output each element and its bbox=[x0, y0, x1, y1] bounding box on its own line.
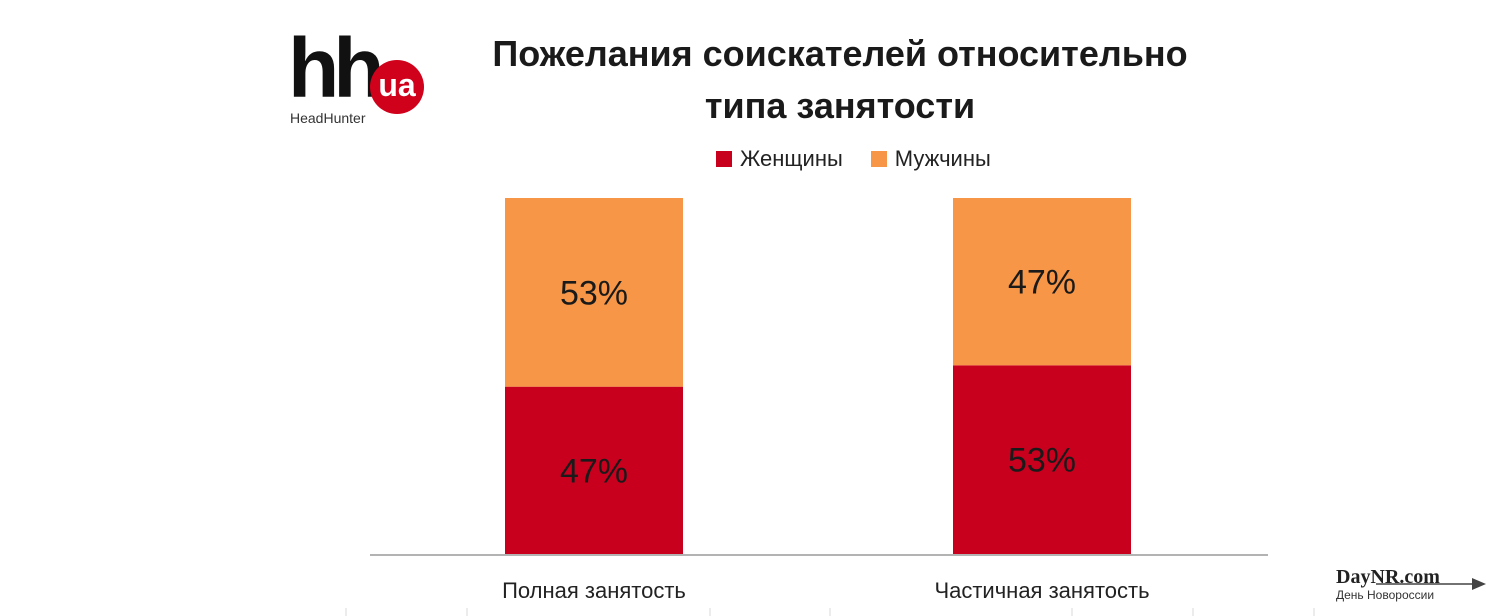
logo-subtitle: HeadHunter bbox=[290, 110, 366, 126]
data-label-men-1: 47% bbox=[1008, 264, 1076, 302]
logo-hh-text: hh bbox=[288, 21, 385, 115]
legend-item-men: Мужчины bbox=[870, 146, 991, 172]
data-label-women-0: 47% bbox=[560, 452, 628, 490]
bar-men-1 bbox=[953, 198, 1131, 366]
legend-swatch-women bbox=[716, 151, 732, 167]
data-label-women-1: 53% bbox=[1008, 442, 1076, 480]
chart-title-line-1: Пожелания соискателей относительно bbox=[492, 33, 1188, 74]
category-label-1: Частичная занятость bbox=[934, 578, 1149, 603]
legend-label-women: Женщины bbox=[740, 146, 843, 171]
watermark-sub: День Новороссии bbox=[1336, 588, 1435, 602]
headhunter-logo: hh ua HeadHunter bbox=[288, 26, 428, 130]
bar-women-0 bbox=[505, 386, 683, 554]
legend-swatch-men bbox=[870, 151, 887, 167]
bar-women-1 bbox=[953, 365, 1131, 554]
bar-men-0 bbox=[505, 198, 683, 387]
logo-ua-badge: ua bbox=[370, 60, 424, 114]
data-label-men-0: 53% bbox=[560, 274, 628, 312]
legend-label-men: Мужчины bbox=[894, 146, 991, 171]
watermark-arrow-icon bbox=[1376, 578, 1486, 590]
watermark-main: DayNR.com bbox=[1336, 566, 1440, 588]
category-label-0: Полная занятость bbox=[502, 578, 686, 603]
chart-legend: Женщины Мужчины bbox=[716, 144, 1019, 174]
chart-title: Пожелания соискателей относительно типа … bbox=[430, 28, 1250, 132]
legend-item-women: Женщины bbox=[716, 146, 843, 172]
daynr-watermark: DayNR.com День Новороссии bbox=[1336, 566, 1486, 602]
chart-title-line-2: типа занятости bbox=[704, 85, 976, 126]
